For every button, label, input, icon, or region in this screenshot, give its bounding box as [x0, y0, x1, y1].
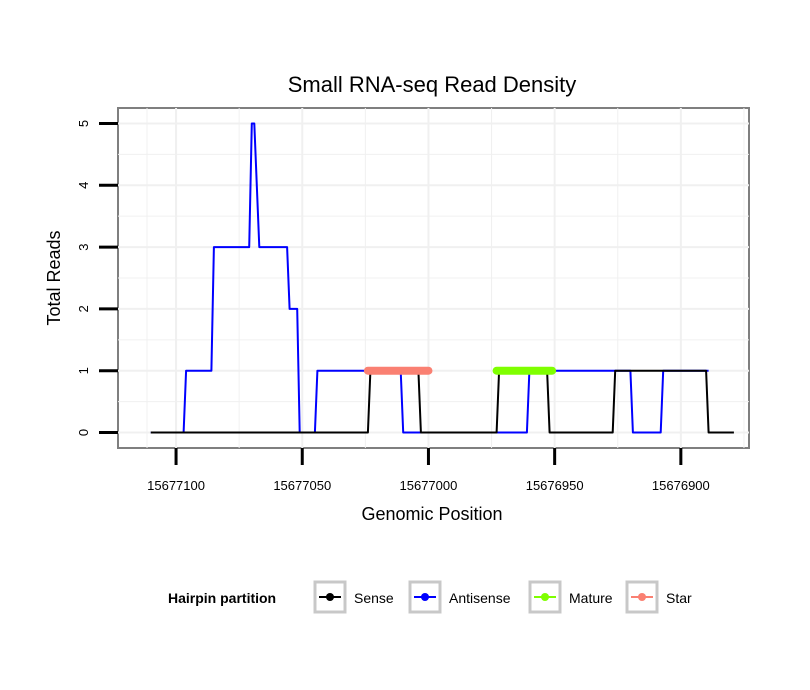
x-tick-label-3: 15676950: [526, 478, 584, 493]
legend-item-mature: Mature: [528, 580, 613, 614]
legend-key-point: [421, 593, 429, 601]
x-tick-label-4: 15676900: [652, 478, 710, 493]
legend-item-sense: Sense: [313, 580, 394, 614]
legend-key-point: [541, 593, 549, 601]
legend-title: Hairpin partition: [168, 590, 276, 606]
legend-label: Sense: [354, 590, 394, 606]
x-tick-label-1: 15677050: [273, 478, 331, 493]
x-tick-label-0: 15677100: [147, 478, 205, 493]
legend-item-antisense: Antisense: [408, 580, 511, 614]
y-tick-label-2: 2: [76, 305, 91, 312]
legend-item-star: Star: [625, 580, 692, 614]
series-layer: [150, 122, 734, 434]
chart-title: Small RNA-seq Read Density: [288, 72, 577, 97]
y-axis: 0 1 2 3 4 5: [76, 120, 118, 436]
x-tick-label-2: 15677000: [400, 478, 458, 493]
series-line-antisense: [150, 122, 709, 434]
y-axis-title: Total Reads: [44, 230, 64, 325]
legend-key-point: [326, 593, 334, 601]
legend: Hairpin partition Sense Antisense Mature St…: [168, 580, 692, 614]
y-tick-label-0: 0: [76, 429, 91, 436]
y-tick-label-5: 5: [76, 120, 91, 127]
y-tick-label-1: 1: [76, 367, 91, 374]
y-tick-label-3: 3: [76, 243, 91, 250]
x-axis: 15677100 15677050 15677000 15676950 15676900: [147, 448, 710, 493]
legend-label: Antisense: [449, 590, 511, 606]
grid-lines: [118, 108, 749, 448]
legend-label: Star: [666, 590, 692, 606]
legend-label: Mature: [569, 590, 613, 606]
y-tick-label-4: 4: [76, 182, 91, 189]
x-axis-title: Genomic Position: [361, 504, 502, 524]
legend-key-point: [638, 593, 646, 601]
